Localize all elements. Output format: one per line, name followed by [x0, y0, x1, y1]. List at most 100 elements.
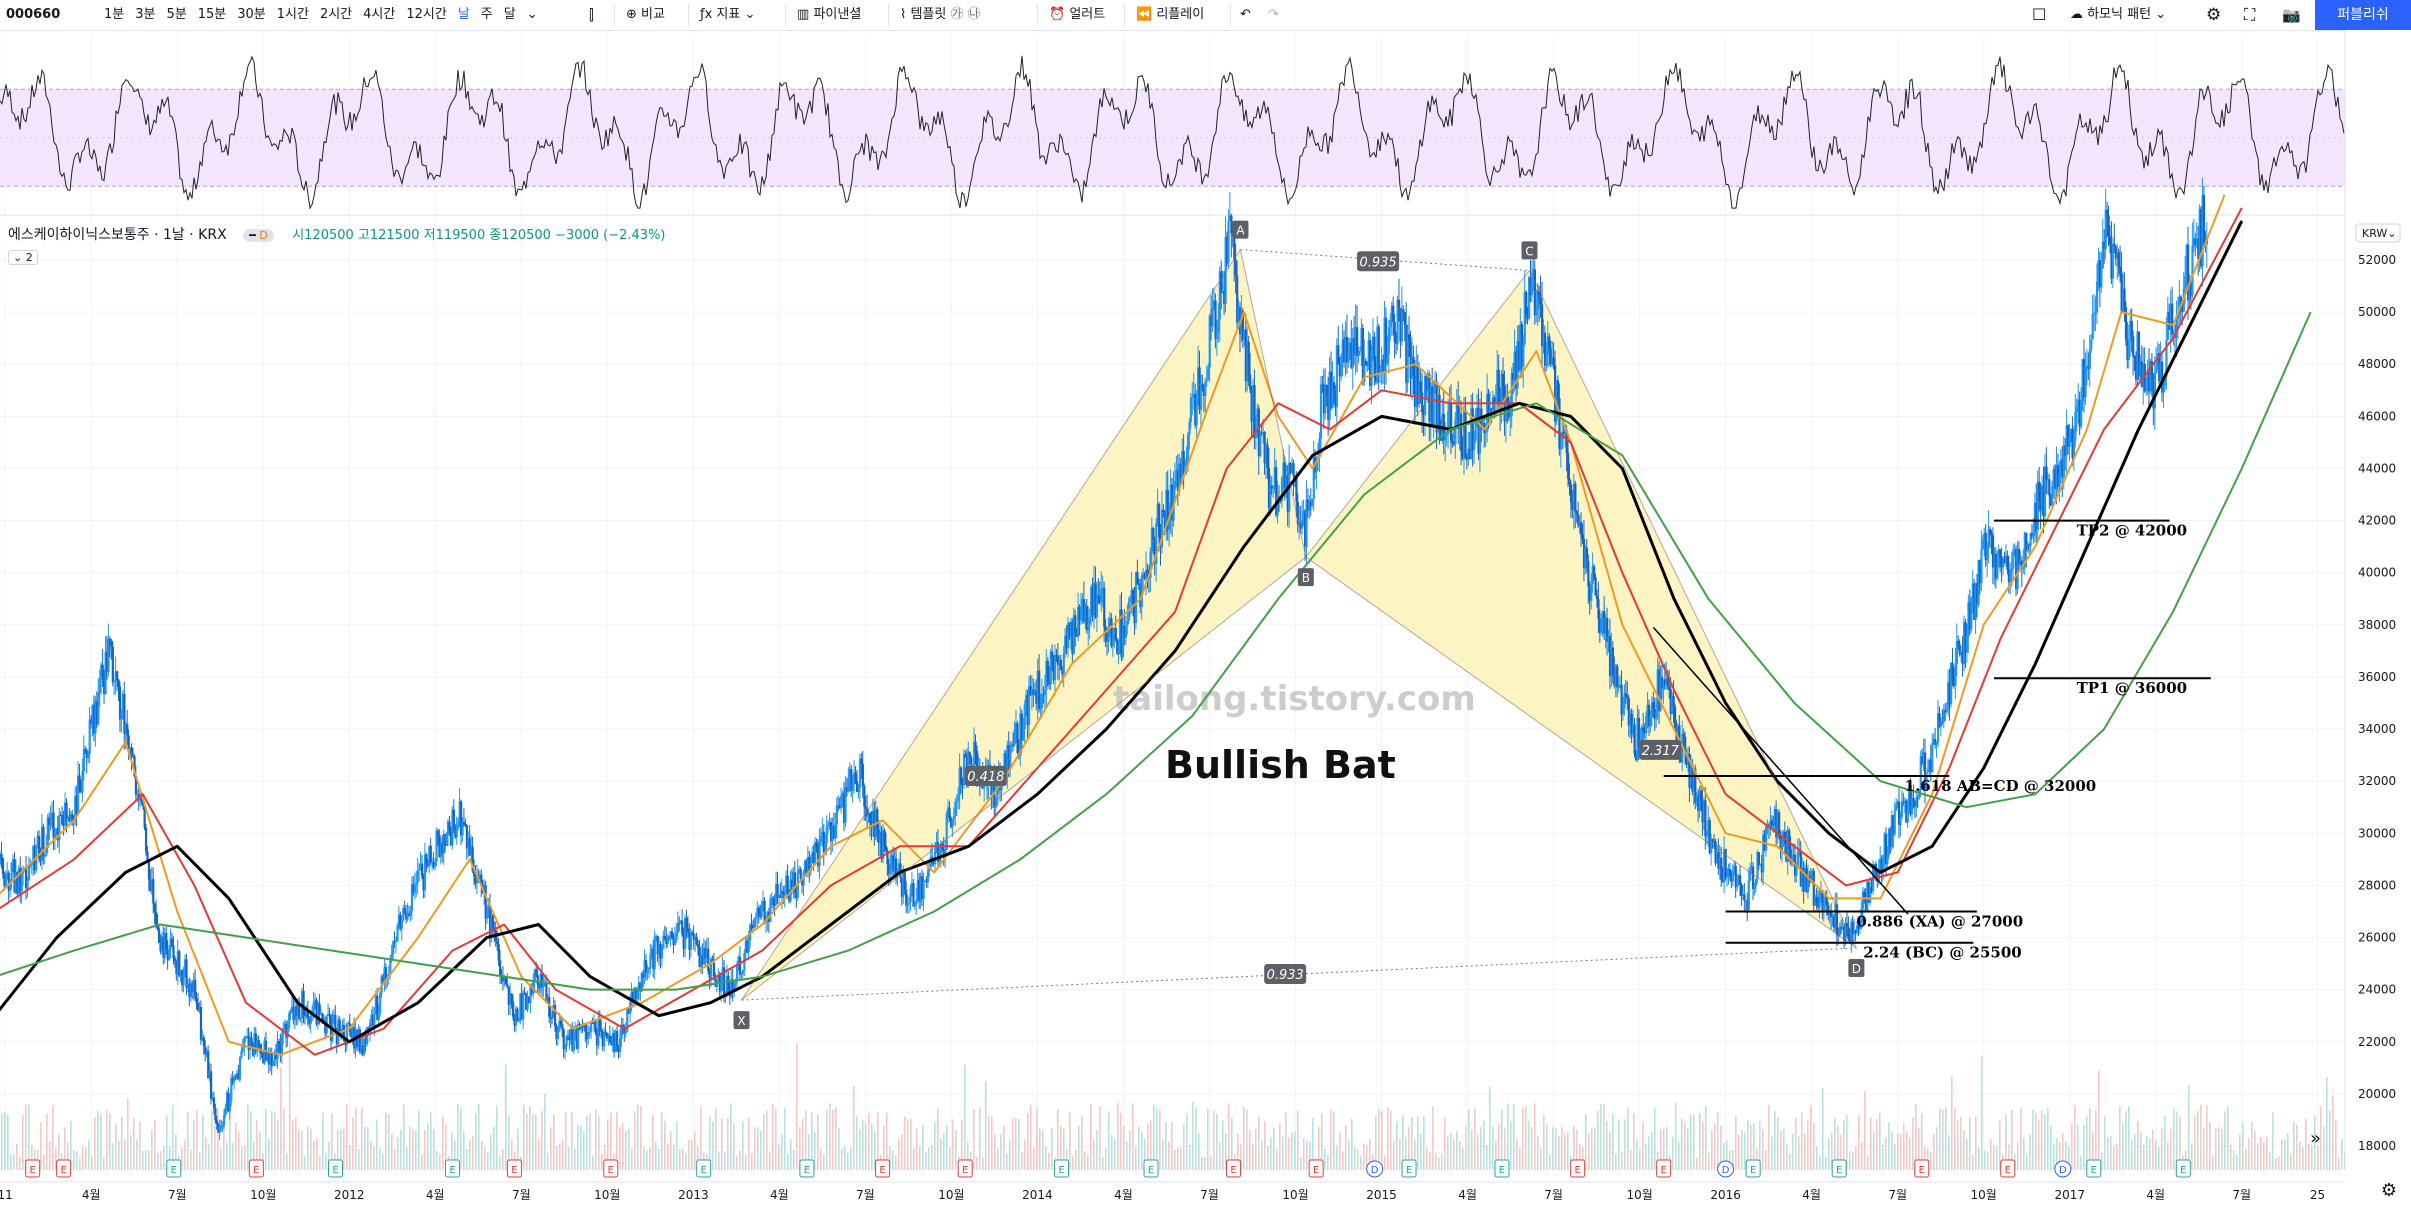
candle-body — [574, 1029, 577, 1036]
candle-body — [835, 805, 838, 825]
volume-bar — [1225, 1133, 1227, 1170]
symbol-search[interactable]: 000660 — [6, 7, 61, 22]
volume-bar — [2041, 1110, 2043, 1170]
volume-bar — [733, 1123, 735, 1170]
volume-bar — [22, 1114, 24, 1170]
candle-body — [217, 1123, 220, 1133]
compare-button[interactable]: ⊕ 비교 — [626, 0, 665, 30]
interval-6[interactable]: 2시간 — [319, 7, 353, 22]
candle-body — [555, 1026, 558, 1040]
interval-9[interactable]: 날 — [457, 7, 470, 22]
candle-body — [1332, 382, 1336, 391]
candle-body — [2155, 364, 2158, 374]
volume-bar — [1594, 1127, 1596, 1170]
candle-body — [1892, 815, 1895, 835]
volume-bar — [337, 1129, 339, 1170]
candle-body — [238, 1057, 242, 1080]
candle-body — [134, 775, 138, 795]
volume-bar — [211, 1110, 213, 1170]
candle-body — [155, 911, 158, 925]
candle-body — [815, 842, 818, 849]
interval-10[interactable]: 주 — [480, 7, 493, 22]
layout-square-icon[interactable]: ☐ — [2032, 5, 2047, 24]
volume-bar — [1120, 1112, 1122, 1170]
candle-body — [671, 931, 674, 939]
fullscreen-icon[interactable]: ⛶ — [2244, 5, 2256, 24]
redo-icon[interactable]: ↷ — [1268, 7, 1279, 22]
undo-icon[interactable]: ↶ — [1240, 7, 1251, 22]
harmonic-pattern-button[interactable]: ☁ 하모닉 패턴 ⌄ — [2070, 7, 2167, 22]
volume-bar — [748, 1117, 750, 1170]
collapse-indicators-button[interactable]: ⌄ 2 — [8, 250, 38, 265]
volume-bar — [1216, 1113, 1218, 1170]
candle-body — [1156, 504, 1159, 524]
volume-bar — [1024, 1139, 1026, 1170]
candle-body — [1458, 413, 1461, 429]
candle-body — [2153, 373, 2156, 409]
candle-body — [85, 750, 88, 759]
candle-body — [1283, 462, 1286, 489]
candle-body — [1449, 402, 1453, 441]
interval-11[interactable]: 달 — [503, 7, 516, 22]
volume-bar — [916, 1128, 918, 1170]
candle-body — [1295, 478, 1298, 503]
publish-button[interactable]: 퍼블리쉬 — [2315, 0, 2411, 30]
gear-icon[interactable]: ⚙ — [2206, 5, 2222, 25]
volume-bar — [2047, 1108, 2049, 1170]
volume-bar — [157, 1153, 159, 1170]
candle-body — [1434, 383, 1437, 393]
template-icon: ⌇ — [900, 7, 907, 22]
interval-0[interactable]: 1분 — [104, 7, 125, 22]
templates-button[interactable]: ⌇ 템플릿 ㉮ ㉯ — [900, 0, 981, 30]
volume-bar — [328, 1141, 330, 1170]
settings-gear-icon[interactable]: ⚙ — [2380, 1180, 2397, 1201]
earnings-icon: E — [511, 1165, 517, 1176]
interval-7[interactable]: 4시간 — [363, 7, 396, 22]
candle-body — [1302, 511, 1305, 520]
replay-button[interactable]: ⏪ 리플레이 — [1136, 0, 1204, 30]
candle-body — [1879, 858, 1882, 870]
candle-body — [1335, 345, 1339, 408]
volume-bar — [1000, 1134, 1002, 1170]
volume-bar — [1960, 1116, 1962, 1170]
financials-button[interactable]: ▥ 파이낸셜 — [797, 0, 861, 30]
interval-1[interactable]: 3분 — [135, 7, 156, 22]
interval-dropdown-icon[interactable]: ⌄ — [526, 7, 538, 22]
volume-bar — [1411, 1116, 1413, 1170]
candle-body — [1331, 382, 1334, 409]
candle-style-icon[interactable]: ⫿ — [589, 6, 594, 24]
time-tick-label: 10월 — [1626, 1188, 1652, 1202]
price-tick-label: 36000 — [2358, 670, 2396, 684]
candle-body — [2041, 485, 2044, 511]
candle-body — [1029, 686, 1032, 696]
volume-bar — [265, 1108, 267, 1170]
candle-body — [129, 747, 132, 750]
interval-4[interactable]: 30분 — [237, 7, 266, 22]
legend-badge[interactable]: ━ D — [243, 229, 274, 242]
interval-5[interactable]: 1시간 — [276, 7, 309, 22]
camera-icon[interactable]: 📷 — [2282, 6, 2301, 24]
volume-bar — [859, 1128, 861, 1170]
volume-bar — [4, 1111, 6, 1170]
candle-body — [1584, 547, 1587, 569]
candle-body — [1637, 717, 1641, 747]
earnings-marker — [1656, 1159, 1672, 1178]
alert-button[interactable]: ⏰ 얼러트 — [1049, 0, 1105, 30]
candle-body — [1669, 689, 1672, 715]
candle-body — [1734, 865, 1737, 888]
candle-body — [1578, 521, 1581, 526]
candle-body — [646, 969, 649, 973]
candle-body — [464, 824, 467, 826]
indicators-button[interactable]: ƒx 지표 ⌄ — [700, 7, 756, 22]
candle-body — [1621, 708, 1625, 715]
candle-body — [1629, 713, 1632, 726]
interval-8[interactable]: 12시간 — [406, 7, 447, 22]
volume-bar — [1588, 1133, 1590, 1170]
interval-2[interactable]: 5분 — [166, 7, 187, 22]
candle-body — [1987, 529, 1990, 547]
candle-body — [753, 918, 756, 929]
candle-body — [905, 889, 908, 906]
candle-body — [1158, 504, 1161, 538]
interval-3[interactable]: 15분 — [197, 7, 227, 22]
